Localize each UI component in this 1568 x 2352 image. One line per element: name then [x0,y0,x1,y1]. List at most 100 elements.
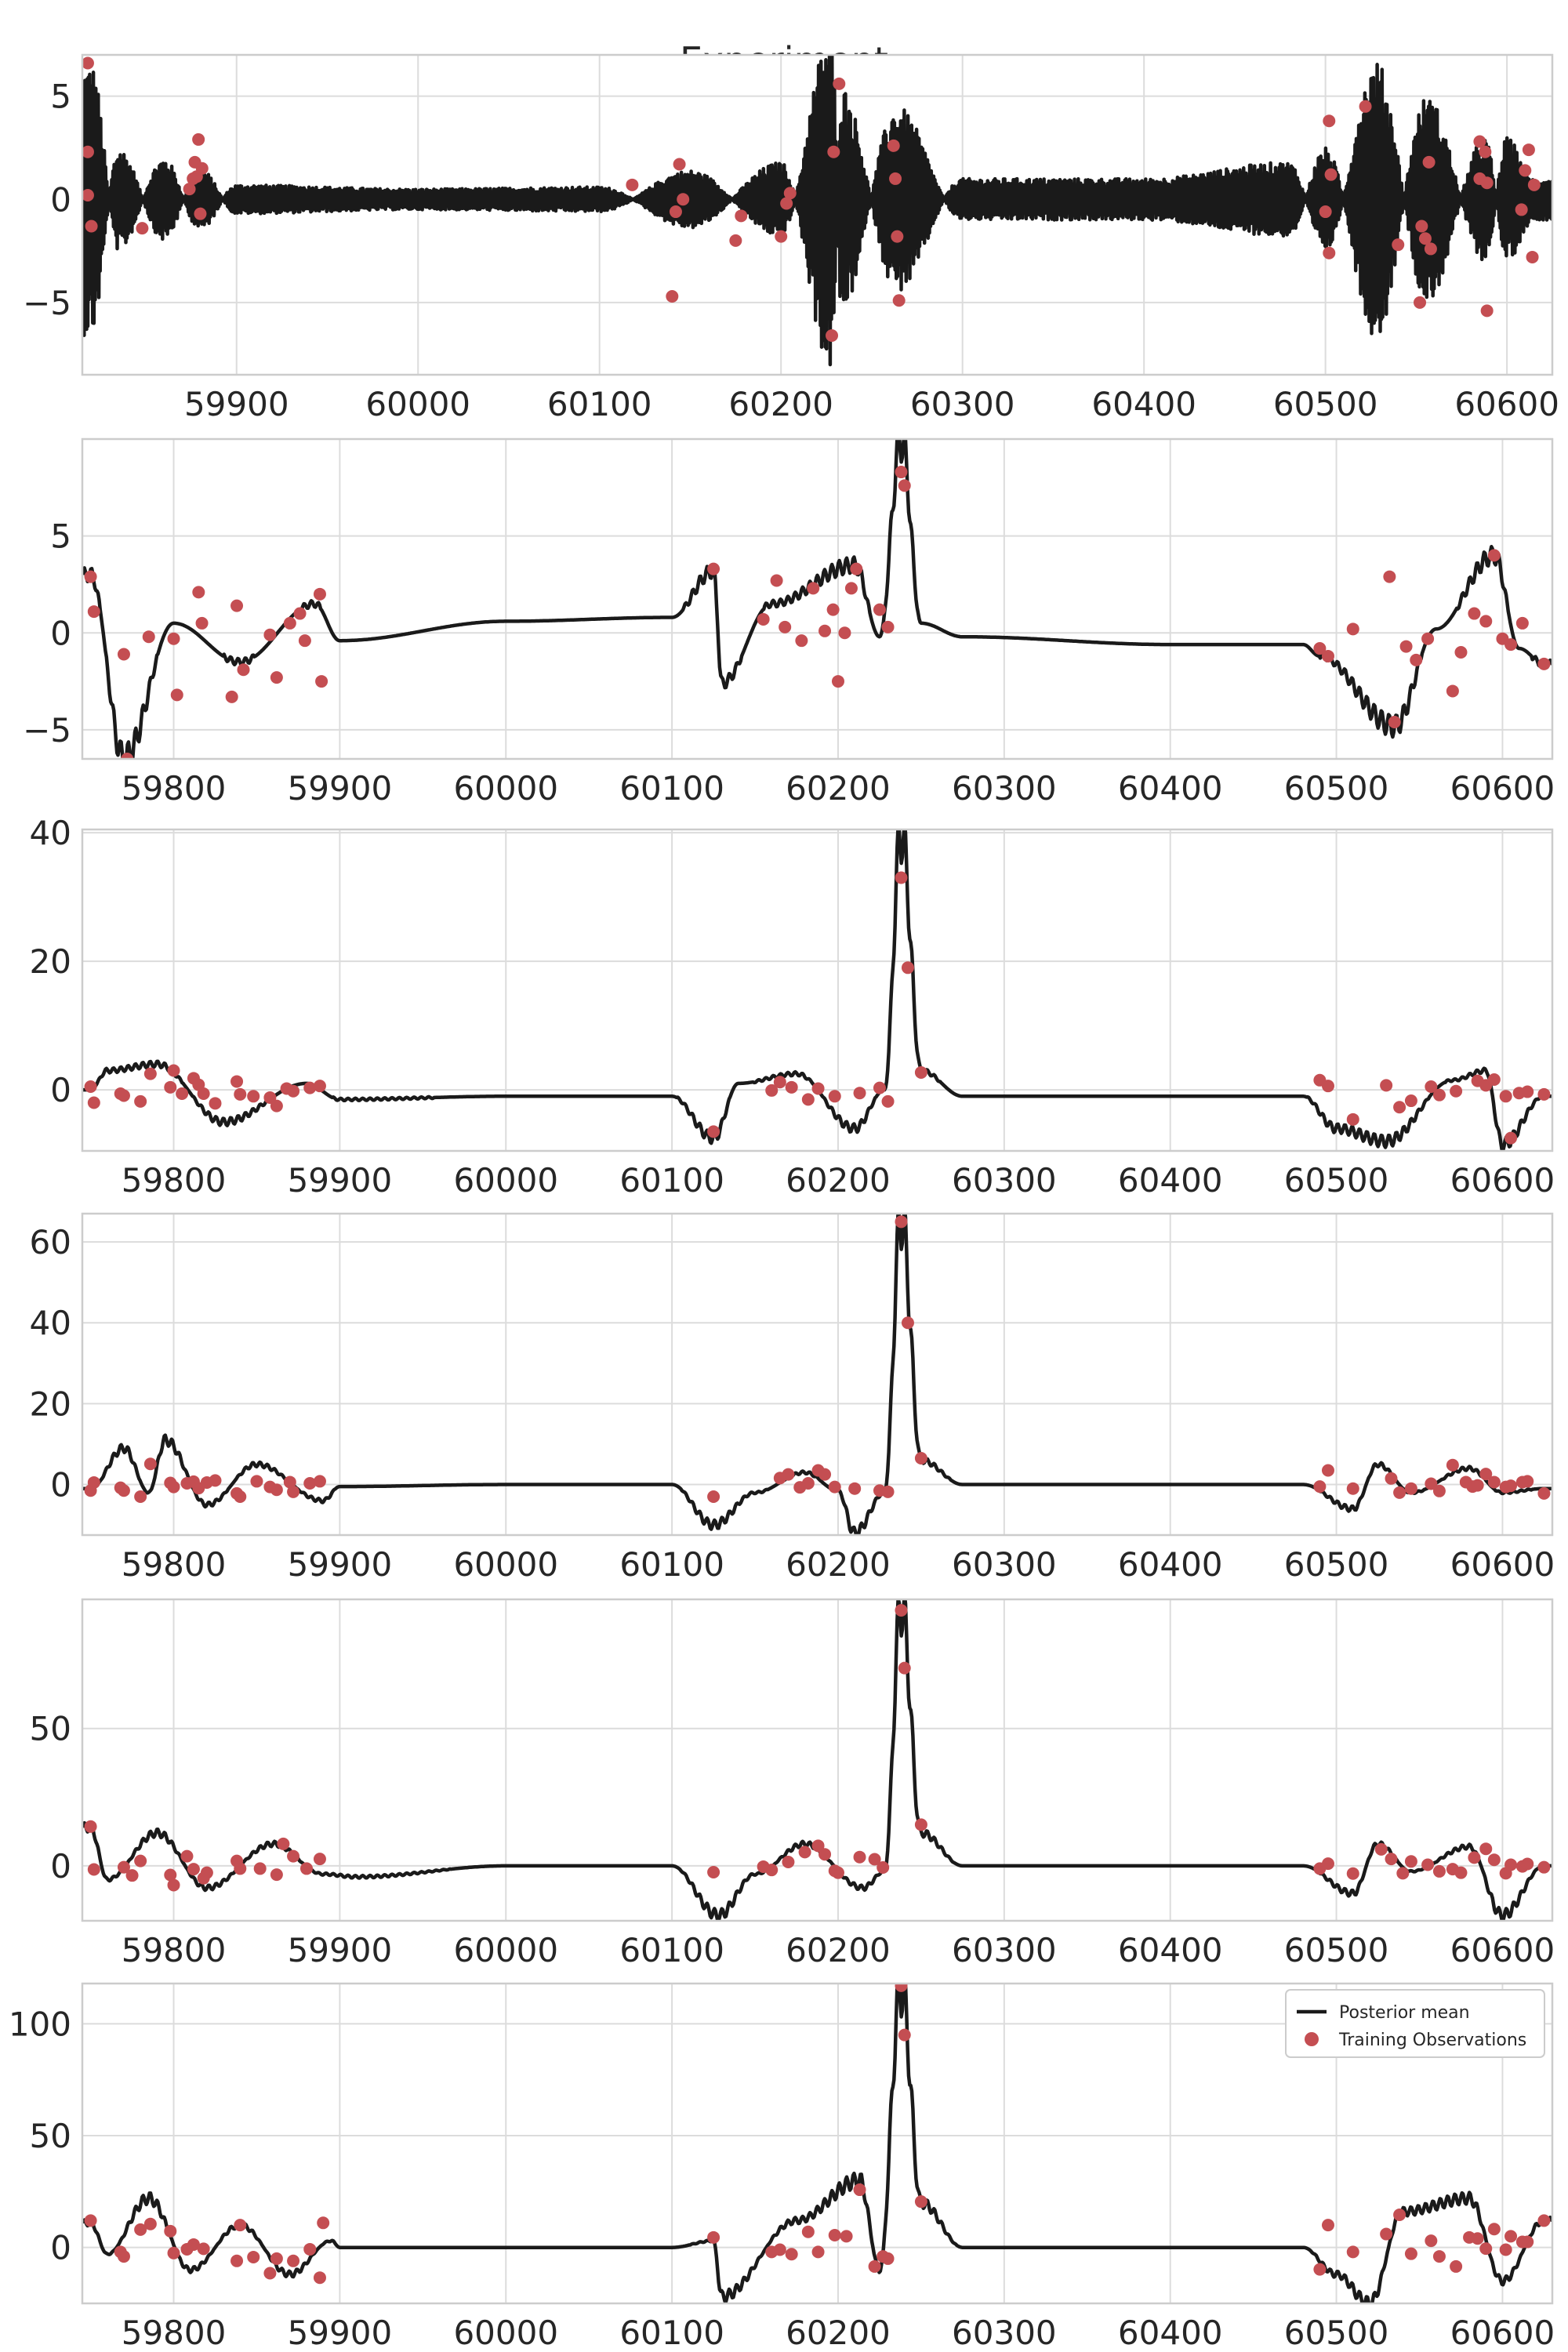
training-observation-point [121,753,134,759]
training-observation-point [230,2254,244,2267]
training-observation-point [170,688,183,702]
training-observation-point [898,479,911,492]
training-observation-point [1399,640,1413,653]
training-observation-point [1527,178,1541,191]
training-observation-point [1432,1484,1446,1497]
training-observation-point [247,1090,260,1103]
training-observation-point [831,1866,844,1879]
training-observation-point [194,207,207,220]
x-tick-label: 60200 [786,1545,891,1584]
y-tick-label: 100 [9,2005,71,2043]
x-tick-label: 59900 [288,1931,393,1969]
training-observation-point [729,234,742,247]
training-observation-point [666,289,679,303]
training-observation-point [1499,1090,1512,1103]
training-observation-point [773,2243,786,2256]
training-observation-point [881,1485,895,1498]
training-observation-point [234,1862,247,1875]
plot-area [82,1214,1552,1535]
legend-label-posterior-mean: Posterior mean [1339,2003,1470,2023]
training-observation-point [801,2225,815,2238]
posterior-mean-line [82,1214,1552,1535]
training-observation-point [250,1475,263,1488]
training-observation-point [195,162,209,175]
training-observation-point [1425,1080,1438,1093]
training-observation-point [143,2217,157,2230]
training-observation-point [811,1082,825,1095]
x-tick-label: 59900 [288,769,393,808]
training-observation-point [1346,622,1359,636]
training-observation-point [881,620,895,633]
training-observation-point [1471,2232,1484,2245]
training-observation-point [873,1081,886,1094]
subplot-2: 59800 59900 60000 60100 60200 60300 60400 60500… [23,437,1555,808]
x-tick-label: 59800 [122,1931,227,1969]
x-tick-label: 60200 [786,769,891,808]
training-observation-point [125,1869,139,1882]
y-tick-label: 40 [30,1304,71,1342]
subplot-6: 59800 59900 60000 60100 60200 60300 60400 60500… [9,1982,1555,2352]
y-tick-label: 20 [30,1385,71,1423]
x-tick-label: 60000 [453,1931,558,1969]
training-observation-point [303,1081,317,1094]
training-observation-point [85,220,98,233]
training-observation-point [877,1861,890,1875]
training-observation-point [1324,168,1338,181]
subplot-3: 59800 59900 60000 60100 60200 60300 60400 60500… [30,814,1555,1200]
x-tick-label: 60400 [1118,769,1223,808]
training-observation-point [1385,1472,1398,1485]
training-observation-point [234,1490,247,1504]
training-observation-point [263,628,277,641]
training-observation-point [200,1866,213,1879]
training-observation-point [868,2259,881,2273]
training-observation-point [844,582,858,595]
training-observation-point [1321,649,1334,662]
training-observation-point [873,603,886,616]
training-observation-point [117,1484,130,1497]
training-observation-point [895,1984,908,1992]
x-tick-label: 60500 [1284,1161,1389,1200]
x-tick-label: 60100 [619,1161,724,1200]
training-observation-point [838,626,851,640]
y-tick-label: 0 [50,180,71,219]
training-observation-point [270,1483,283,1497]
training-observation-point [134,1094,147,1108]
training-observation-point [1487,2223,1501,2236]
training-observation-point [1415,220,1428,233]
y-tick-label: 0 [50,614,71,652]
plot-frame [81,1212,1554,1537]
training-observation-point [187,1863,200,1876]
x-tick-label: 60100 [619,1545,724,1584]
training-observation-point [117,2250,130,2263]
training-observation-point [826,603,840,616]
training-observation-point [1346,1112,1359,1126]
training-observation-point [195,616,209,630]
training-observation-point [827,145,840,158]
training-observation-point [1487,1073,1501,1086]
plot-frame [81,828,1554,1152]
training-observation-point [1396,1867,1410,1880]
training-observation-point [136,222,149,235]
training-observation-point [1499,2243,1512,2256]
training-observation-point [901,1316,914,1330]
posterior-mean-line [82,439,1552,759]
training-observation-point [1346,1867,1359,1880]
training-observation-point [898,2028,911,2042]
training-observation-point [197,2242,210,2256]
training-observation-point [818,1848,832,1861]
training-observation-point [669,205,682,219]
training-observation-point [1480,304,1494,318]
training-observation-point [1323,114,1336,128]
training-observation-point [853,1087,866,1100]
training-observation-point [84,2214,97,2227]
training-observation-point [1479,145,1492,158]
training-observation-point [230,599,244,612]
training-observation-point [1519,164,1532,177]
training-observation-point [134,1490,147,1504]
training-observation-point [1313,642,1327,655]
training-observation-point [811,1839,825,1853]
y-tick-label: 5 [50,78,71,116]
training-observation-point [1521,1085,1534,1098]
x-tick-label: 59800 [122,2314,227,2352]
training-observation-point [707,1865,720,1878]
